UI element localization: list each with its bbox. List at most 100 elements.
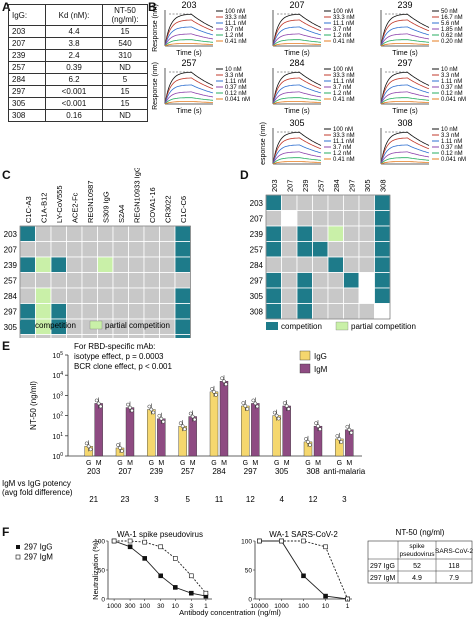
heatmap-cell	[66, 303, 83, 320]
y-tick-label: 50	[245, 568, 253, 575]
heatmap-cell	[374, 241, 391, 258]
table-cell: 6.2	[45, 73, 103, 86]
replicate-dot	[335, 434, 340, 438]
heatmap-cell	[128, 334, 145, 338]
y-tick-label: 0	[101, 597, 105, 604]
heatmap-cell	[97, 256, 114, 273]
isotype-label: M	[221, 460, 227, 467]
heatmap-cell	[327, 272, 344, 289]
table-cell: 310	[102, 49, 148, 62]
legend-label-igg: IgG	[314, 352, 327, 361]
point-igg	[142, 556, 148, 561]
replicate-dot	[88, 447, 93, 452]
binding-trace	[380, 77, 430, 105]
fold-difference-value: 3	[342, 495, 347, 504]
heatmap-cell	[97, 241, 114, 258]
point-igm	[257, 538, 262, 544]
table-header-kd: Kd (nM):	[45, 4, 103, 26]
bar-igm	[219, 381, 229, 457]
legend-label-partial: partial competition	[105, 321, 170, 330]
heatmap-cell	[374, 303, 391, 320]
heatmap-cell	[265, 287, 282, 304]
heatmap-cell	[128, 287, 145, 304]
replicate-dot	[245, 407, 250, 411]
row-label: 203	[250, 199, 264, 208]
heatmap-cell	[112, 334, 129, 338]
heatmap-cell	[358, 210, 375, 227]
replicate-dot	[188, 411, 193, 416]
legend-label: 3.7 nM	[333, 85, 351, 91]
heatmap-cell	[66, 241, 83, 258]
row-label: 297	[4, 307, 18, 316]
isotype-label: G	[274, 460, 279, 467]
nt50-row-label: 297 IgG	[370, 563, 395, 570]
column-label: 207	[285, 179, 294, 192]
row-label: 305	[4, 323, 18, 332]
plot-title: 239	[397, 0, 412, 10]
heatmap-cell	[327, 210, 344, 227]
table-cell: 2.4	[45, 49, 103, 62]
footer-label-line2: (avg fold difference)	[2, 488, 73, 497]
legend-label: 10 nM	[441, 67, 458, 73]
heatmap-cell	[128, 241, 145, 258]
y-tick-label: 102	[52, 412, 63, 421]
legend-label: 0.12 nM	[441, 91, 463, 97]
replicate-dot	[349, 430, 354, 435]
panel-letter-c: C	[2, 168, 11, 182]
heatmap-cell	[312, 241, 329, 258]
replicate-dot	[161, 419, 166, 424]
binding-trace	[164, 13, 214, 47]
heatmap-cell	[174, 334, 191, 338]
x-axis-label: Time (s)	[176, 50, 201, 57]
category-label: 308	[306, 467, 320, 476]
heatmap-cell	[174, 241, 191, 258]
replicate-dot	[276, 416, 281, 421]
heatmap-cell	[66, 225, 83, 242]
fold-difference-value: 3	[154, 495, 159, 504]
binding-trace	[272, 101, 321, 105]
heatmap-cell	[281, 210, 298, 227]
competition-heatmap-c: C1C-A3 C1A-B12 LY-CoV555 ACE2-Fc REGN10987 S3…	[4, 168, 191, 338]
replicate-dot	[284, 404, 289, 408]
point-igm	[301, 538, 306, 544]
annotation-text: isotype effect, p = 0.0003	[74, 352, 164, 361]
competition-heatmap-d: 203 207 239 257 284 297 305 308 203 207 239 257 284 2…	[250, 179, 416, 331]
heatmap-cell	[296, 194, 313, 211]
point-igm	[172, 556, 178, 561]
x-tick-label: 1	[204, 603, 208, 610]
nt50-value: 52	[413, 563, 421, 570]
heatmap-cell	[159, 334, 176, 338]
table-header-row: IgG: Kd (nM): NT-50 (ng/ml):	[8, 4, 148, 26]
replicate-dot	[222, 379, 226, 384]
replicate-dot	[151, 410, 156, 415]
y-axis-label: Response (nm)	[152, 62, 159, 110]
isotype-label: G	[243, 460, 248, 467]
bar-igg	[241, 405, 250, 457]
row-label: 305	[250, 292, 264, 301]
heatmap-cell	[281, 194, 298, 211]
replicate-dot	[339, 440, 344, 444]
heatmap-cell	[265, 194, 282, 211]
heatmap-cell	[143, 241, 160, 258]
replicate-dot	[192, 417, 197, 422]
legend-label: 0.41 nM	[333, 157, 355, 163]
column-label: C1C-C6	[179, 196, 188, 223]
x-axis-label: Time (s)	[392, 108, 417, 115]
fold-difference-value: 11	[215, 495, 224, 504]
table-cell: 5	[102, 73, 148, 86]
row-label: 257	[250, 245, 264, 254]
heatmap-cell	[296, 241, 313, 258]
heatmap-cell	[81, 334, 98, 338]
isotype-label: M	[315, 460, 321, 467]
replicate-dot	[272, 410, 277, 415]
binding-trace	[272, 131, 322, 165]
nt50-row-label: 297 IgM	[370, 575, 395, 582]
kd-nt50-table: IgG: Kd (nM): NT-50 (ng/ml): 203 4.4 15 207…	[8, 4, 148, 122]
panel-letter-a: A	[2, 0, 11, 14]
column-label: ACE2-Fc	[70, 192, 79, 223]
panel-letter-e: E	[2, 339, 11, 353]
heatmap-cell	[374, 287, 391, 304]
binding-trace	[164, 33, 214, 47]
heatmap-cell	[143, 272, 160, 289]
replicate-dot	[316, 424, 320, 429]
